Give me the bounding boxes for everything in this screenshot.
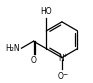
Text: O: O bbox=[58, 72, 64, 81]
Text: O: O bbox=[31, 56, 36, 65]
Text: N: N bbox=[58, 54, 64, 63]
Text: H₂N: H₂N bbox=[5, 44, 19, 53]
Text: HO: HO bbox=[41, 7, 52, 16]
Text: +: + bbox=[62, 53, 67, 58]
Text: −: − bbox=[63, 72, 68, 77]
